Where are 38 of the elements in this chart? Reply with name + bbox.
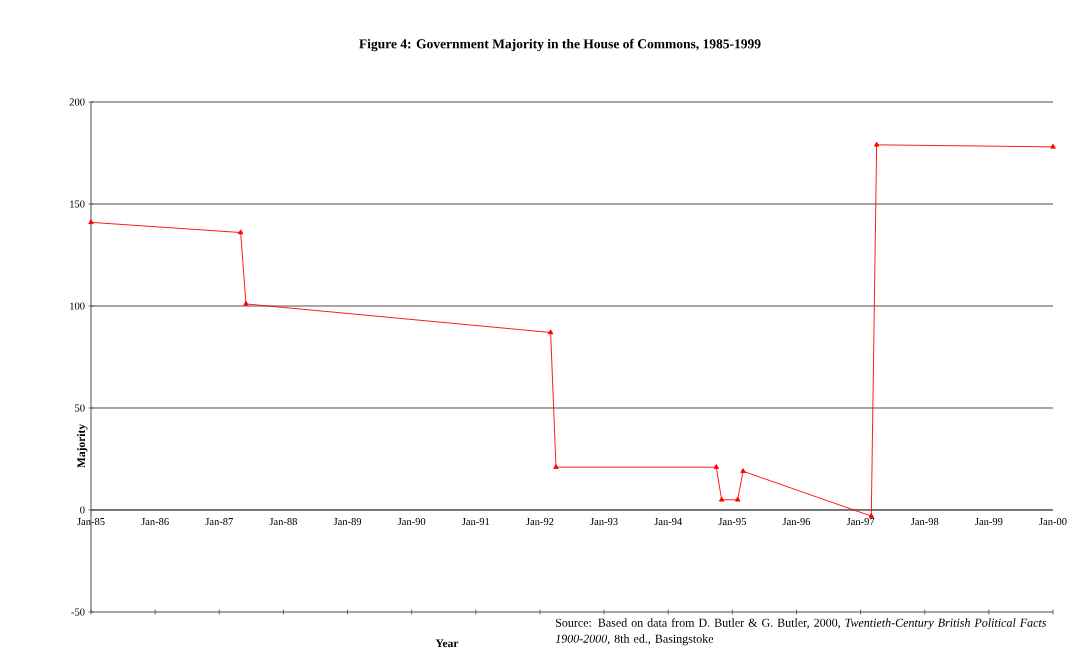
x-tick-label: Jan-93 bbox=[590, 518, 618, 526]
x-tick-label: Jan-85 bbox=[77, 518, 105, 526]
x-tick-label: Jan-92 bbox=[526, 518, 554, 526]
x-tick-label: Jan-88 bbox=[269, 518, 297, 526]
x-tick-label: Jan-90 bbox=[397, 518, 426, 526]
chart-title: Figure 4: Government Majority in the House of Commons, 1985-1999 bbox=[359, 38, 761, 52]
point bbox=[243, 300, 249, 306]
point bbox=[713, 464, 720, 469]
point bbox=[88, 219, 94, 225]
point bbox=[873, 141, 880, 147]
y-tick-label: -50 bbox=[71, 608, 85, 616]
y-axis-title: Majority bbox=[77, 424, 88, 468]
x-tick-label: Jan-97 bbox=[846, 518, 875, 526]
y-tick-label: 100 bbox=[70, 302, 85, 310]
y-tick-label: 150 bbox=[70, 200, 85, 208]
point bbox=[734, 496, 741, 502]
point bbox=[718, 496, 725, 502]
point bbox=[237, 229, 244, 235]
x-axis-title: Year bbox=[435, 639, 459, 648]
x-tick-label: Jan-91 bbox=[462, 518, 490, 526]
x-tick-label: Jan-96 bbox=[782, 518, 811, 526]
x-tick-label: Jan-99 bbox=[975, 518, 1003, 526]
point bbox=[547, 329, 554, 335]
x-tick-label: Jan-86 bbox=[141, 518, 169, 526]
x-tick-label: Jan-87 bbox=[205, 518, 233, 526]
y-tick-label: 200 bbox=[69, 98, 85, 106]
y-tick-label: 50 bbox=[75, 404, 85, 412]
point bbox=[553, 464, 559, 469]
x-tick-label: Jan-89 bbox=[333, 518, 362, 526]
x-tick-label: Jan-00 bbox=[1039, 518, 1067, 526]
x-tick-label: Jan-98 bbox=[910, 518, 939, 526]
x-tick-label: Jan-94 bbox=[654, 518, 683, 526]
point bbox=[868, 513, 874, 518]
x-tick-label: Jan-95 bbox=[718, 518, 746, 526]
text: Source: Based on data from D. Butler & G. Butler, 2000, Twentieth-Century British Political Facts 1900-2000, 8th ed., Basingstoke bbox=[555, 618, 1047, 646]
y-tick-label: 0 bbox=[80, 506, 85, 514]
point bbox=[1050, 143, 1056, 149]
point bbox=[740, 468, 746, 473]
